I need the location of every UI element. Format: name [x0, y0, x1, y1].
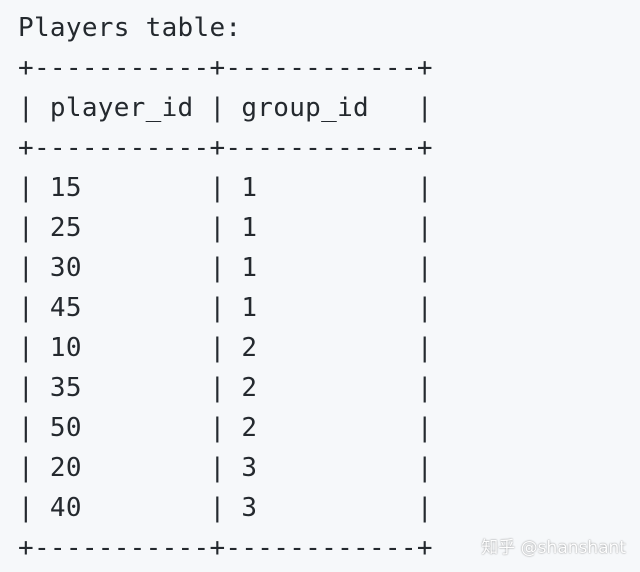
watermark: 知乎 @shanshant	[481, 533, 626, 558]
table-row: | 10 | 2 |	[18, 328, 628, 368]
table-row: | 30 | 1 |	[18, 248, 628, 288]
table-top-border: +-----------+------------+	[18, 48, 628, 88]
table-row: | 35 | 2 |	[18, 368, 628, 408]
table-title: Players table:	[18, 8, 628, 48]
table-row: | 50 | 2 |	[18, 408, 628, 448]
table-row: | 20 | 3 |	[18, 448, 628, 488]
table-row: | 45 | 1 |	[18, 288, 628, 328]
table-header-row: | player_id | group_id |	[18, 88, 628, 128]
table-row: | 40 | 3 |	[18, 488, 628, 528]
table-header-separator: +-----------+------------+	[18, 128, 628, 168]
table-row: | 15 | 1 |	[18, 168, 628, 208]
code-block: Players table: +-----------+------------…	[18, 8, 628, 568]
table-row: | 25 | 1 |	[18, 208, 628, 248]
